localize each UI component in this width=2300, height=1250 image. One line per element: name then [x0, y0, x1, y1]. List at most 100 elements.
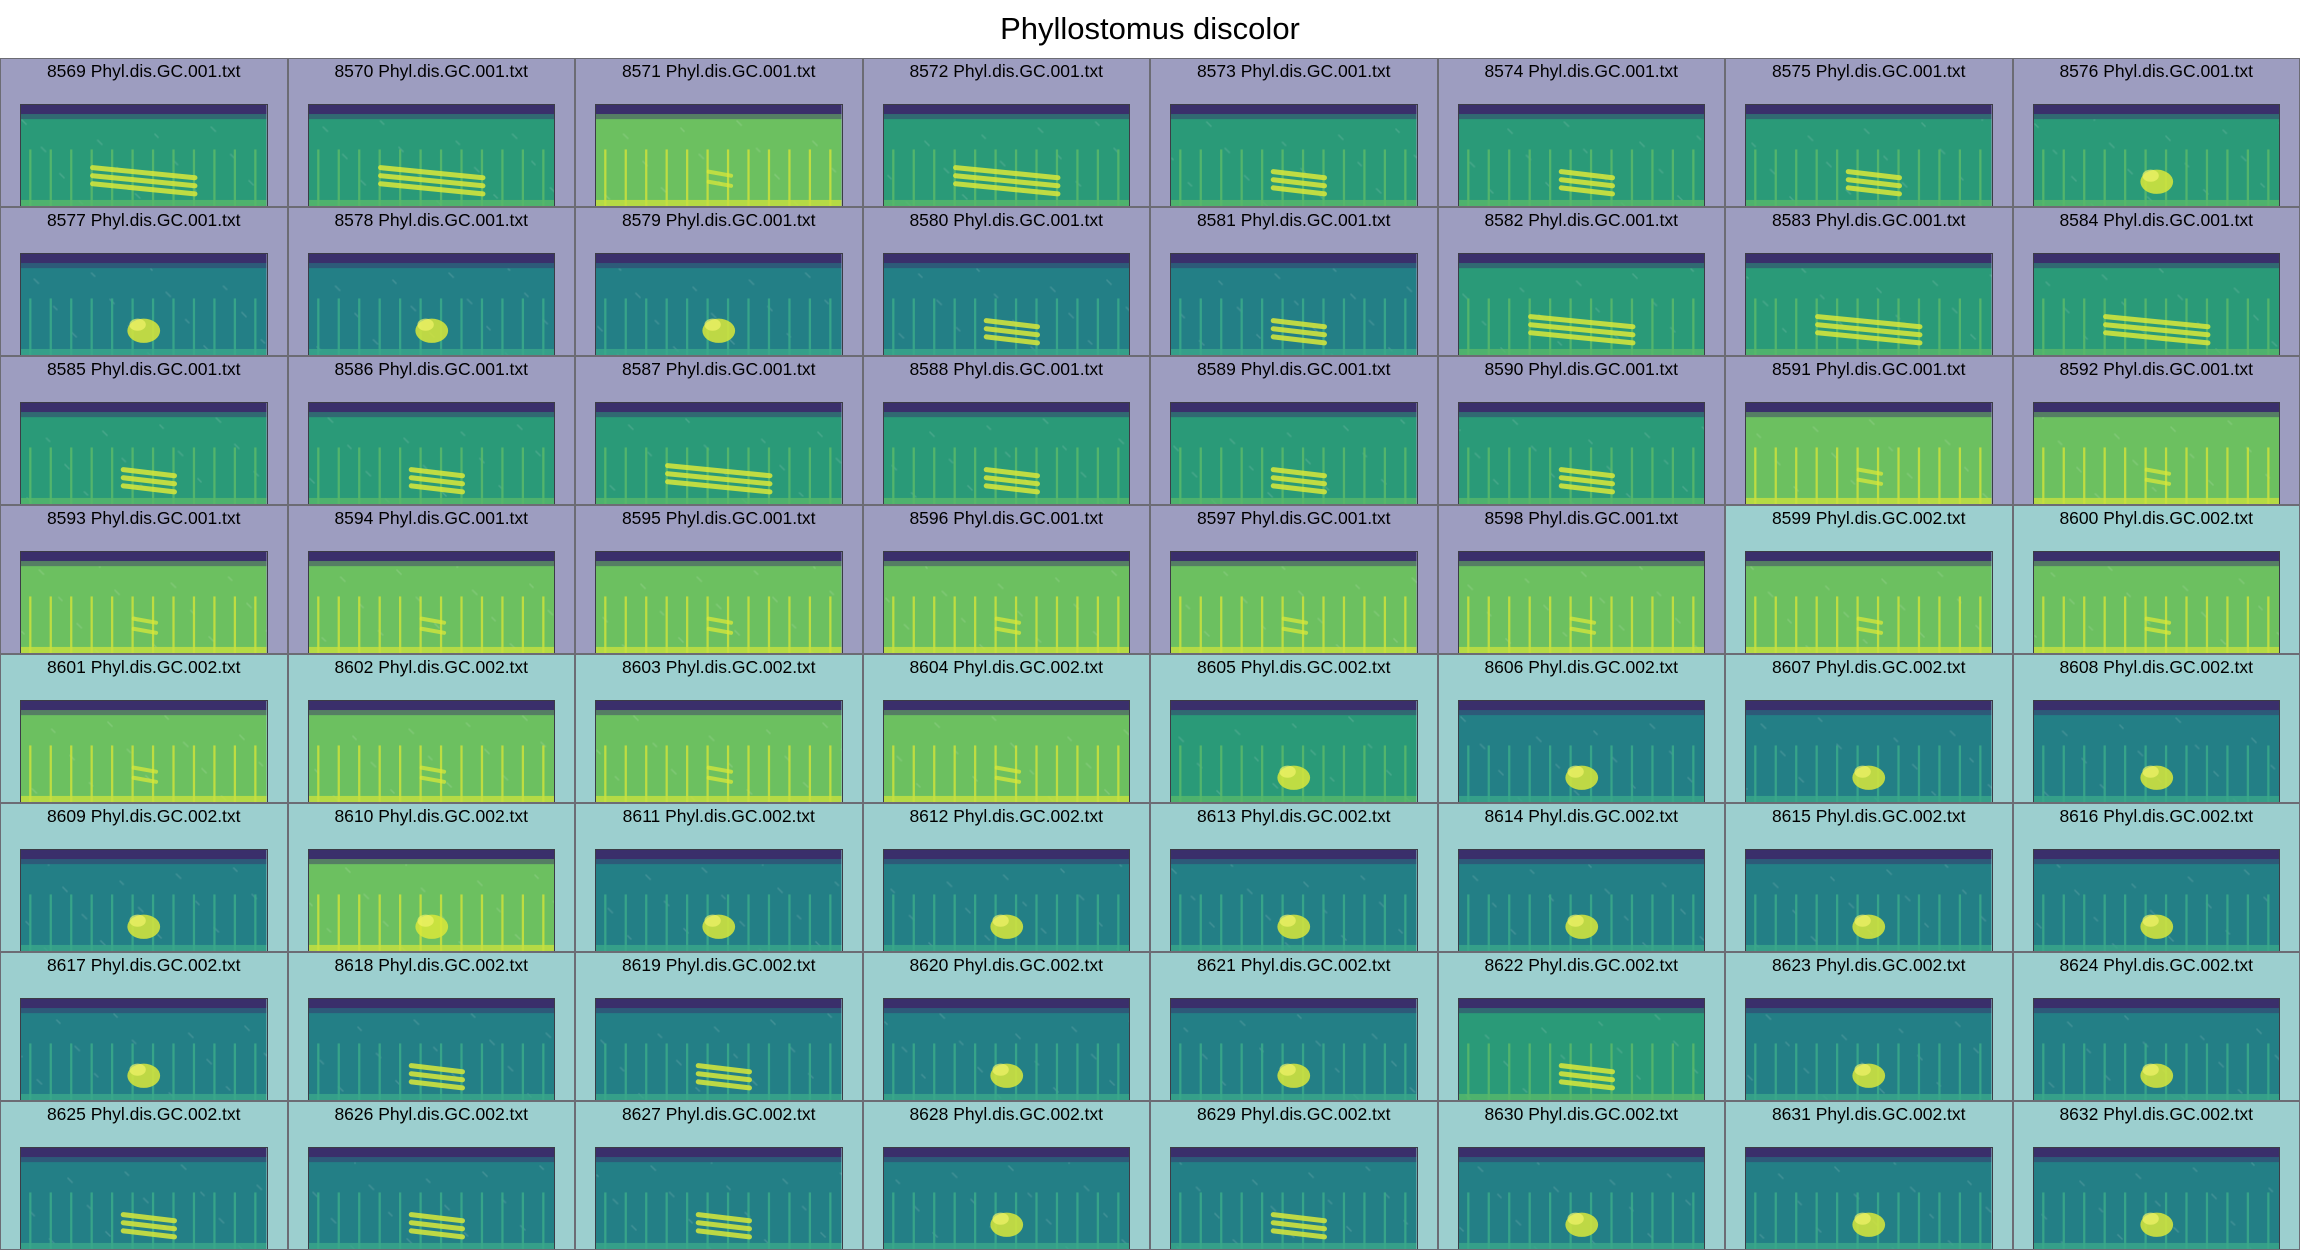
spectrogram-image — [1457, 104, 1705, 206]
tile-label: 8589 Phyl.dis.GC.001.txt — [1196, 359, 1391, 379]
spectrogram-tile: 8623 Phyl.dis.GC.002.txt — [1725, 952, 2013, 1101]
spectrogram-image — [882, 700, 1130, 802]
spectrogram-image — [1170, 104, 1418, 206]
tile-label: 8625 Phyl.dis.GC.002.txt — [46, 1104, 241, 1124]
tile-label: 8599 Phyl.dis.GC.002.txt — [1771, 508, 1966, 528]
spectrogram-tile: 8605 Phyl.dis.GC.002.txt — [1150, 654, 1438, 803]
spectrogram-image — [2032, 104, 2280, 206]
tile-label: 8585 Phyl.dis.GC.001.txt — [46, 359, 241, 379]
spectrogram-tile: 8598 Phyl.dis.GC.001.txt — [1437, 505, 1725, 654]
spectrogram-grid: 8569 Phyl.dis.GC.001.txt 8570 Phyl.dis.GC… — [0, 58, 2300, 1250]
spectrogram-tile: 8586 Phyl.dis.GC.001.txt — [287, 356, 575, 505]
spectrogram-tile: 8620 Phyl.dis.GC.002.txt — [862, 952, 1150, 1101]
spectrogram-image — [595, 402, 843, 504]
spectrogram-image — [882, 998, 1130, 1100]
spectrogram-tile: 8614 Phyl.dis.GC.002.txt — [1437, 803, 1725, 952]
tile-label: 8617 Phyl.dis.GC.002.txt — [46, 955, 241, 975]
spectrogram-image — [1745, 1147, 1993, 1249]
spectrogram-tile: 8597 Phyl.dis.GC.001.txt — [1150, 505, 1438, 654]
spectrogram-image — [1170, 849, 1418, 951]
tile-label: 8622 Phyl.dis.GC.002.txt — [1484, 955, 1679, 975]
spectrogram-image — [307, 700, 555, 802]
tile-label: 8624 Phyl.dis.GC.002.txt — [2059, 955, 2254, 975]
spectrogram-tile: 8618 Phyl.dis.GC.002.txt — [287, 952, 575, 1101]
tile-label: 8593 Phyl.dis.GC.001.txt — [46, 508, 241, 528]
tile-label: 8597 Phyl.dis.GC.001.txt — [1196, 508, 1391, 528]
spectrogram-image — [1745, 998, 1993, 1100]
spectrogram-image — [20, 253, 268, 355]
spectrogram-image — [307, 253, 555, 355]
tile-label: 8587 Phyl.dis.GC.001.txt — [621, 359, 816, 379]
spectrogram-tile: 8590 Phyl.dis.GC.001.txt — [1437, 356, 1725, 505]
spectrogram-image — [2032, 1147, 2280, 1249]
tile-label: 8621 Phyl.dis.GC.002.txt — [1196, 955, 1391, 975]
spectrogram-image — [1170, 998, 1418, 1100]
spectrogram-tile: 8580 Phyl.dis.GC.001.txt — [862, 207, 1150, 356]
spectrogram-tile: 8572 Phyl.dis.GC.001.txt — [862, 58, 1150, 207]
spectrogram-tile: 8615 Phyl.dis.GC.002.txt — [1725, 803, 2013, 952]
spectrogram-tile: 8625 Phyl.dis.GC.002.txt — [0, 1101, 288, 1250]
tile-label: 8615 Phyl.dis.GC.002.txt — [1771, 806, 1966, 826]
spectrogram-image — [1170, 700, 1418, 802]
spectrogram-tile: 8585 Phyl.dis.GC.001.txt — [0, 356, 288, 505]
spectrogram-image — [1745, 551, 1993, 653]
spectrogram-image — [1170, 551, 1418, 653]
spectrogram-tile: 8587 Phyl.dis.GC.001.txt — [575, 356, 863, 505]
spectrogram-image — [882, 551, 1130, 653]
spectrogram-image — [882, 849, 1130, 951]
tile-label: 8605 Phyl.dis.GC.002.txt — [1196, 657, 1391, 677]
spectrogram-tile: 8577 Phyl.dis.GC.001.txt — [0, 207, 288, 356]
tile-label: 8576 Phyl.dis.GC.001.txt — [2059, 61, 2254, 81]
spectrogram-tile: 8573 Phyl.dis.GC.001.txt — [1150, 58, 1438, 207]
spectrogram-image — [20, 104, 268, 206]
tile-label: 8578 Phyl.dis.GC.001.txt — [334, 210, 529, 230]
spectrogram-image — [1745, 849, 1993, 951]
tile-label: 8632 Phyl.dis.GC.002.txt — [2059, 1104, 2254, 1124]
spectrogram-tile: 8611 Phyl.dis.GC.002.txt — [575, 803, 863, 952]
spectrogram-tile: 8600 Phyl.dis.GC.002.txt — [2012, 505, 2300, 654]
spectrogram-tile: 8594 Phyl.dis.GC.001.txt — [287, 505, 575, 654]
spectrogram-image — [2032, 551, 2280, 653]
spectrogram-tile: 8574 Phyl.dis.GC.001.txt — [1437, 58, 1725, 207]
spectrogram-image — [2032, 402, 2280, 504]
tile-label: 8569 Phyl.dis.GC.001.txt — [46, 61, 241, 81]
spectrogram-tile: 8591 Phyl.dis.GC.001.txt — [1725, 356, 2013, 505]
spectrogram-tile: 8584 Phyl.dis.GC.001.txt — [2012, 207, 2300, 356]
tile-label: 8630 Phyl.dis.GC.002.txt — [1484, 1104, 1679, 1124]
tile-label: 8610 Phyl.dis.GC.002.txt — [334, 806, 529, 826]
tile-label: 8598 Phyl.dis.GC.001.txt — [1484, 508, 1679, 528]
tile-label: 8592 Phyl.dis.GC.001.txt — [2059, 359, 2254, 379]
spectrogram-image — [20, 551, 268, 653]
tile-label: 8590 Phyl.dis.GC.001.txt — [1484, 359, 1679, 379]
tile-label: 8627 Phyl.dis.GC.002.txt — [621, 1104, 816, 1124]
spectrogram-image — [20, 700, 268, 802]
spectrogram-tile: 8588 Phyl.dis.GC.001.txt — [862, 356, 1150, 505]
tile-label: 8584 Phyl.dis.GC.001.txt — [2059, 210, 2254, 230]
tile-label: 8616 Phyl.dis.GC.002.txt — [2059, 806, 2254, 826]
spectrogram-tile: 8629 Phyl.dis.GC.002.txt — [1150, 1101, 1438, 1250]
spectrogram-image — [20, 402, 268, 504]
spectrogram-tile: 8610 Phyl.dis.GC.002.txt — [287, 803, 575, 952]
tile-label: 8604 Phyl.dis.GC.002.txt — [909, 657, 1104, 677]
spectrogram-tile: 8599 Phyl.dis.GC.002.txt — [1725, 505, 2013, 654]
tile-label: 8575 Phyl.dis.GC.001.txt — [1771, 61, 1966, 81]
tile-label: 8623 Phyl.dis.GC.002.txt — [1771, 955, 1966, 975]
spectrogram-tile: 8603 Phyl.dis.GC.002.txt — [575, 654, 863, 803]
spectrogram-tile: 8617 Phyl.dis.GC.002.txt — [0, 952, 288, 1101]
tile-label: 8574 Phyl.dis.GC.001.txt — [1484, 61, 1679, 81]
spectrogram-tile: 8596 Phyl.dis.GC.001.txt — [862, 505, 1150, 654]
spectrogram-image — [2032, 253, 2280, 355]
spectrogram-tile: 8570 Phyl.dis.GC.001.txt — [287, 58, 575, 207]
spectrogram-image — [595, 253, 843, 355]
spectrogram-image — [1170, 253, 1418, 355]
spectrogram-tile: 8631 Phyl.dis.GC.002.txt — [1725, 1101, 2013, 1250]
spectrogram-image — [307, 104, 555, 206]
spectrogram-tile: 8595 Phyl.dis.GC.001.txt — [575, 505, 863, 654]
tile-label: 8608 Phyl.dis.GC.002.txt — [2059, 657, 2254, 677]
tile-label: 8607 Phyl.dis.GC.002.txt — [1771, 657, 1966, 677]
spectrogram-tile: 8575 Phyl.dis.GC.001.txt — [1725, 58, 2013, 207]
tile-label: 8613 Phyl.dis.GC.002.txt — [1196, 806, 1391, 826]
spectrogram-tile: 8604 Phyl.dis.GC.002.txt — [862, 654, 1150, 803]
spectrogram-image — [1457, 253, 1705, 355]
tile-label: 8601 Phyl.dis.GC.002.txt — [46, 657, 241, 677]
